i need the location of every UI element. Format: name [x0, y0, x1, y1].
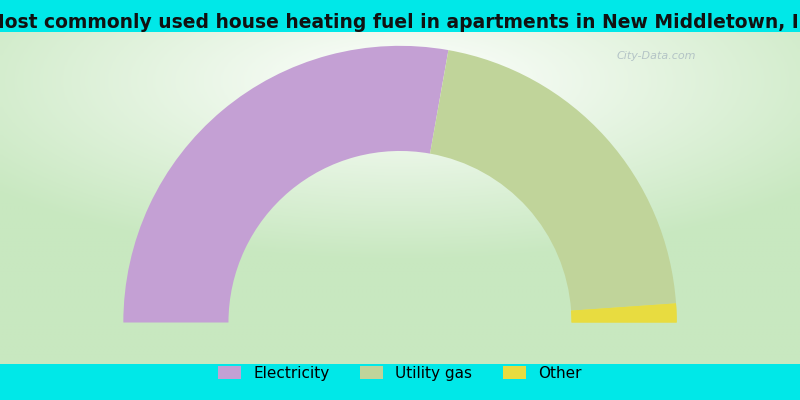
Wedge shape	[430, 50, 676, 311]
Wedge shape	[571, 303, 677, 322]
Text: Most commonly used house heating fuel in apartments in New Middletown, IN: Most commonly used house heating fuel in…	[0, 12, 800, 32]
Legend: Electricity, Utility gas, Other: Electricity, Utility gas, Other	[212, 360, 588, 387]
Wedge shape	[571, 303, 677, 322]
Text: City-Data.com: City-Data.com	[617, 51, 696, 61]
Wedge shape	[123, 46, 449, 322]
